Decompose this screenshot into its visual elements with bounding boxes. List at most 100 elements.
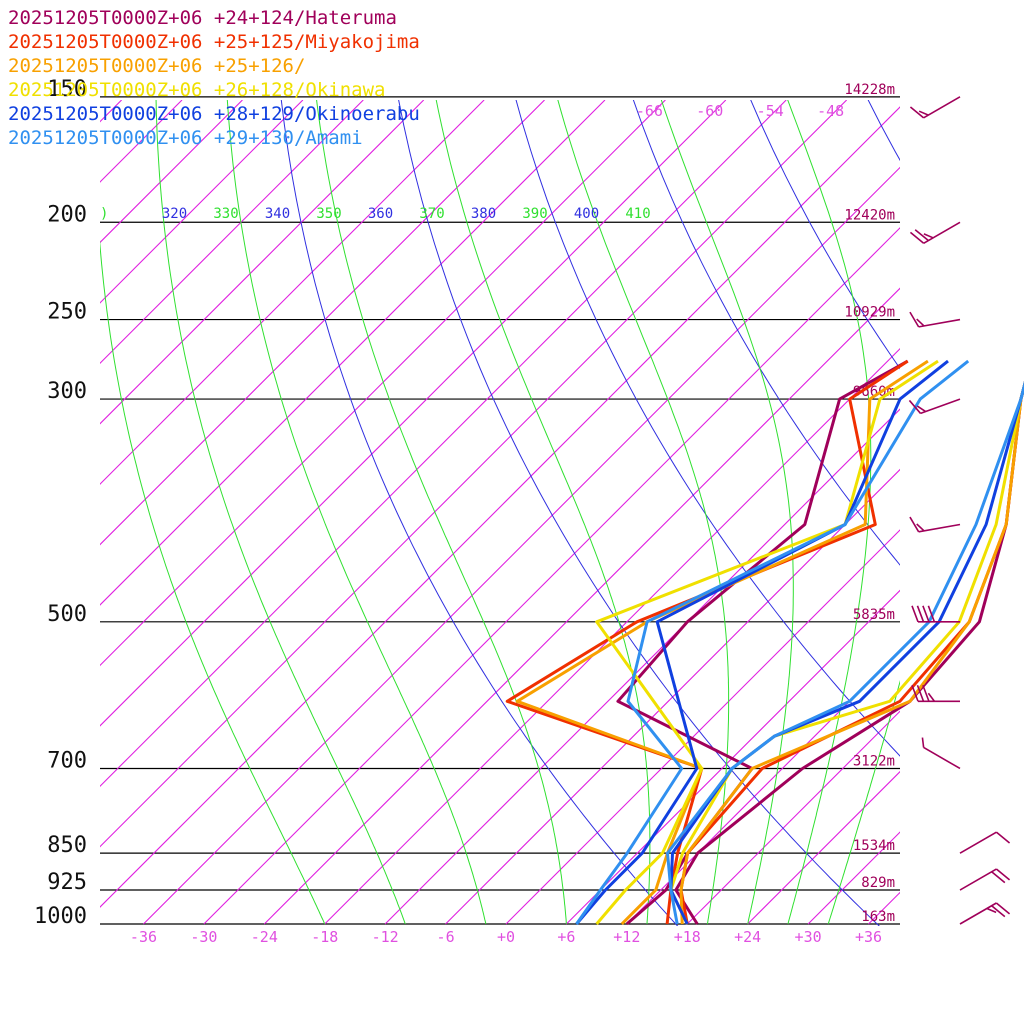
- dry-adiabat-line: [750, 100, 900, 370]
- wind-barb-200: [909, 221, 961, 244]
- wind-barb-600: [911, 684, 960, 703]
- legend-entry-5: 20251205T0000Z+06 +28+129/Okinoerabu: [8, 103, 420, 125]
- legend: 20251205T0000Z+06 +24+124/Hateruma202512…: [8, 7, 420, 149]
- temperature-trace-4: [669, 381, 1024, 925]
- isotherm-line: [100, 100, 364, 365]
- isotherm-line: [100, 100, 545, 546]
- wind-barb-850: [959, 831, 1011, 854]
- theta-label: 360: [368, 206, 393, 222]
- isotherm-line: [100, 106, 900, 908]
- background-lines: [100, 100, 1024, 926]
- temperature-trace-5: [669, 381, 1024, 925]
- x-tick-label: +30: [795, 928, 822, 946]
- upper-isotherm-label: -48: [817, 102, 844, 120]
- wind-barbs: [908, 96, 1011, 925]
- isotherm-line: [100, 100, 243, 244]
- wind-barb-250: [909, 311, 961, 328]
- wind-barb-1000: [959, 902, 1011, 925]
- isotherm-line: [807, 831, 900, 925]
- legend-entry-2: 20251205T0000Z+06 +25+125/Miyakojima: [8, 31, 420, 53]
- theta-label: 390: [522, 206, 547, 222]
- legend-entry-4: 20251205T0000Z+06 +26+128/Okinawa: [8, 79, 386, 101]
- theta-label: 410: [625, 206, 650, 222]
- temperature-trace-3: [679, 381, 1024, 925]
- moist-adiabat-line: [660, 100, 794, 925]
- pressure-label: 300: [47, 379, 87, 404]
- isotherm-line: [100, 100, 666, 667]
- height-label: 829m: [861, 875, 895, 891]
- isotherm-line: [100, 100, 425, 425]
- theta-label: 340: [265, 206, 290, 222]
- moist-adiabat-line: [226, 100, 487, 925]
- temperature-trace-2: [679, 381, 1024, 925]
- height-label: 1534m: [853, 838, 895, 854]
- isotherm-line: [626, 650, 900, 925]
- wind-barb-500: [911, 605, 960, 623]
- pressure-label: 1000: [34, 904, 87, 929]
- moist-adiabat-line: [827, 679, 900, 925]
- x-tick-label: -12: [372, 928, 399, 946]
- theta-label: 320: [162, 206, 187, 222]
- isotherm-line: [929, 100, 1024, 924]
- wind-barb-400: [909, 516, 961, 533]
- pressure-label: 250: [47, 300, 87, 325]
- isotherm-line: [868, 891, 900, 925]
- isotherm-line: [203, 227, 900, 925]
- height-label: 3122m: [853, 753, 895, 769]
- upper-isotherm-label: -66: [636, 102, 663, 120]
- pressure-label: 850: [47, 833, 87, 858]
- isotherm-line: [505, 529, 900, 925]
- isotherm-line: [100, 100, 183, 183]
- theta-label: ): [100, 206, 108, 222]
- temperature-trace-1: [674, 381, 1024, 925]
- wind-barb-150: [909, 96, 961, 119]
- height-label: 10929m: [844, 305, 895, 321]
- isobar-lines: [100, 96, 900, 925]
- dewpoint-trace-6: [575, 359, 970, 925]
- height-label: 14228m: [844, 82, 895, 98]
- x-tick-label: +36: [855, 928, 882, 946]
- pressure-label: 700: [47, 748, 87, 773]
- pressure-label: 500: [47, 602, 87, 627]
- dewpoint-trace-4: [595, 359, 939, 925]
- upper-isotherm-label: -54: [757, 102, 784, 120]
- isotherm-line: [686, 710, 900, 925]
- isotherm-line: [100, 100, 787, 787]
- isotherm-line: [143, 166, 900, 925]
- x-tick-label: -24: [251, 928, 278, 946]
- dry-adiabat-line: [515, 100, 900, 757]
- dry-adiabat-line: [632, 100, 900, 566]
- height-label: 5835m: [853, 607, 895, 623]
- x-tick-label: -30: [190, 928, 217, 946]
- pressure-label: 200: [47, 202, 87, 227]
- dewpoint-trace-2: [505, 359, 909, 925]
- legend-entry-3: 20251205T0000Z+06 +25+126/: [8, 55, 305, 77]
- moist-adiabat-line: [557, 100, 730, 925]
- isotherm-line: [747, 770, 900, 925]
- dry-adiabat-line: [398, 100, 880, 926]
- axis-labels: 10016588m15014228m20012420m25010929m3009…: [34, 77, 895, 946]
- legend-entry-6: 20251205T0000Z+06 +29+130/Amami: [8, 127, 363, 149]
- isotherm-line: [100, 100, 727, 727]
- height-label: 12420m: [844, 207, 895, 223]
- theta-label: 350: [316, 206, 341, 222]
- moist-adiabat-line: [155, 100, 406, 925]
- isotherm-line: [324, 347, 900, 925]
- x-tick-label: +0: [497, 928, 515, 946]
- moist-adiabat-line: [787, 100, 872, 925]
- upper-isotherm-label: -60: [696, 102, 723, 120]
- pressure-label: 150: [47, 77, 87, 102]
- isotherm-line: [100, 100, 606, 606]
- isotherm-line: [384, 408, 900, 925]
- isotherm-line: [100, 100, 304, 304]
- pressure-label: 925: [47, 870, 87, 895]
- x-tick-label: +6: [557, 928, 575, 946]
- x-tick-label: +18: [674, 928, 701, 946]
- moist-adiabat-line: [100, 239, 326, 925]
- theta-label: 380: [471, 206, 496, 222]
- moist-adiabat-line: [316, 100, 567, 925]
- dry-adiabat-line: [280, 100, 679, 926]
- theta-label: 370: [419, 206, 444, 222]
